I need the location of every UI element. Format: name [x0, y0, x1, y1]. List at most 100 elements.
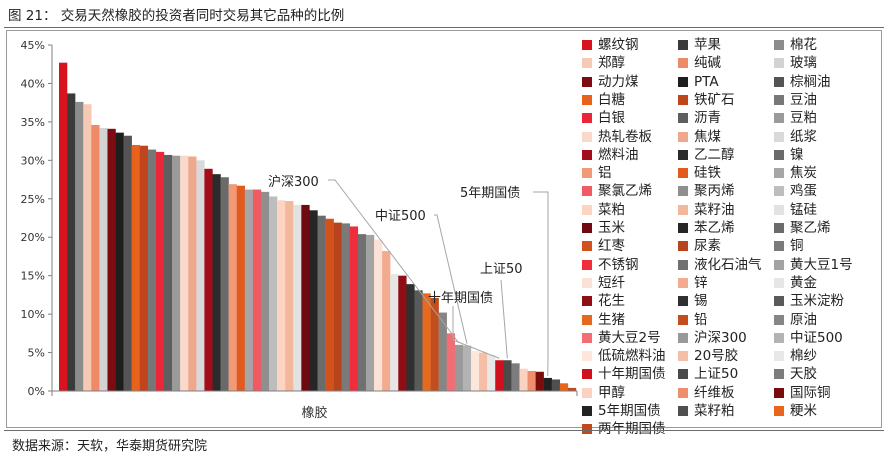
legend-label: 鸡蛋 — [790, 183, 817, 200]
legend-label: 聚丙烯 — [694, 183, 735, 200]
bar-黄金 — [390, 274, 399, 391]
legend-swatch — [678, 259, 688, 270]
legend-label: 纤维板 — [694, 384, 735, 401]
legend-label: 菜粕 — [598, 201, 625, 218]
bar-纤维板 — [527, 371, 536, 391]
legend-label: 锰硅 — [790, 201, 817, 218]
bar-镍 — [220, 177, 229, 391]
bar-国际铜 — [535, 371, 544, 391]
legend-swatch — [774, 58, 784, 69]
bar-螺纹钢 — [59, 62, 68, 392]
annotation-label: 上证50 — [480, 262, 523, 277]
y-tick-label: 10% — [21, 308, 45, 321]
legend-label: 甲醇 — [598, 384, 625, 401]
bar-棕榈油 — [123, 135, 132, 391]
legend-swatch — [582, 387, 592, 398]
legend-label: 生猪 — [598, 311, 625, 328]
bar-棉纱 — [487, 354, 496, 391]
legend-swatch — [582, 277, 592, 288]
legend-label: 玉米淀粉 — [790, 293, 844, 310]
legend-label: 沪深300 — [694, 329, 747, 346]
bar-菜籽粕 — [551, 379, 561, 391]
bar-锌 — [382, 251, 391, 391]
legend-swatch — [678, 204, 688, 215]
legend-label: 豆粕 — [790, 110, 817, 127]
bar-铁矿石 — [139, 145, 149, 391]
legend-label: 两年期国债 — [598, 421, 666, 438]
bar-尿素 — [333, 222, 342, 391]
legend-label: 白糖 — [598, 91, 625, 108]
legend-swatch — [678, 186, 688, 197]
legend-swatch — [582, 149, 592, 160]
legend-swatch — [774, 149, 784, 160]
title-divider — [4, 27, 884, 28]
bar-棉花 — [75, 101, 84, 392]
legend-swatch — [678, 58, 688, 69]
y-tick-label: 15% — [21, 270, 45, 283]
legend-swatch — [582, 40, 592, 50]
legend-swatch — [582, 204, 592, 215]
legend-swatch — [582, 332, 592, 343]
legend-swatch — [774, 387, 784, 398]
legend-swatch — [582, 131, 592, 142]
y-tick-label: 0% — [28, 385, 45, 398]
legend-swatch — [678, 314, 688, 325]
legend-label: 短纤 — [598, 274, 625, 291]
legend-label: 棕榈油 — [790, 73, 831, 90]
annotation-label: 沪深300 — [268, 174, 319, 190]
x-axis: 橡胶 — [51, 390, 578, 421]
legend-swatch — [774, 259, 784, 270]
source-note: 数据来源：天软，华泰期货研究院 — [12, 439, 208, 454]
y-tick-label: 40% — [21, 77, 45, 90]
bar-玉米淀粉 — [414, 290, 423, 391]
bar-铝 — [228, 184, 237, 391]
legend-label: 中证500 — [790, 329, 843, 346]
legend-swatch — [774, 223, 784, 233]
bar-黄大豆2号 — [446, 333, 456, 391]
bar-乙二醇 — [212, 174, 221, 391]
annotation-leader — [328, 179, 460, 344]
legend-label: 花生 — [598, 293, 625, 310]
bar-原油 — [438, 312, 447, 391]
y-axis: 0% 5% 10% 15% 20% 25% 30% 35% 40% 45% — [21, 39, 53, 398]
legend-label: 低硫燃料油 — [598, 348, 666, 365]
annotation-leader — [452, 306, 500, 359]
bar-玻璃 — [99, 128, 108, 392]
legend-swatch — [774, 314, 784, 325]
legend-swatch — [774, 332, 784, 343]
legend-label: 铜 — [790, 238, 804, 255]
legend-swatch — [678, 369, 688, 380]
figure-title: 图 21： 交易天然橡胶的投资者同时交易其它品种的比例 — [8, 8, 345, 24]
bar-锰硅 — [293, 204, 302, 391]
bar-豆油 — [147, 149, 157, 391]
bar-焦炭 — [244, 189, 254, 391]
legend-label: 郑醇 — [598, 55, 625, 72]
legend-label: 粳米 — [790, 403, 817, 419]
legend-label: 苹果 — [694, 37, 721, 53]
bar-燃料油 — [204, 168, 213, 391]
legend-swatch — [774, 277, 784, 288]
bar-硅铁 — [236, 185, 245, 391]
bar-热轧卷板 — [180, 155, 189, 391]
legend-label: 黄大豆1号 — [790, 256, 853, 273]
legend-label: 玉米 — [598, 220, 625, 236]
legend-label: 尿素 — [694, 238, 721, 255]
legend-label: 铝 — [598, 165, 612, 182]
legend-label: 棉纱 — [790, 348, 817, 365]
y-tick-label: 30% — [21, 154, 45, 167]
legend-swatch — [774, 168, 784, 179]
bar-中证500 — [462, 345, 472, 391]
bar-白糖 — [131, 144, 140, 391]
legend-swatch — [582, 168, 592, 179]
bar-玉米 — [301, 204, 310, 391]
annotation-label: 5年期国债 — [460, 186, 520, 201]
legend-swatch — [582, 296, 592, 307]
legend-label: 原油 — [790, 311, 817, 328]
bar-锡 — [406, 284, 415, 391]
legend-label: 菜籽油 — [694, 201, 735, 218]
legend-label: 燃料油 — [598, 146, 639, 163]
legend-swatch — [582, 76, 592, 87]
legend-label: 锌 — [694, 274, 708, 291]
legend-swatch — [582, 314, 592, 325]
